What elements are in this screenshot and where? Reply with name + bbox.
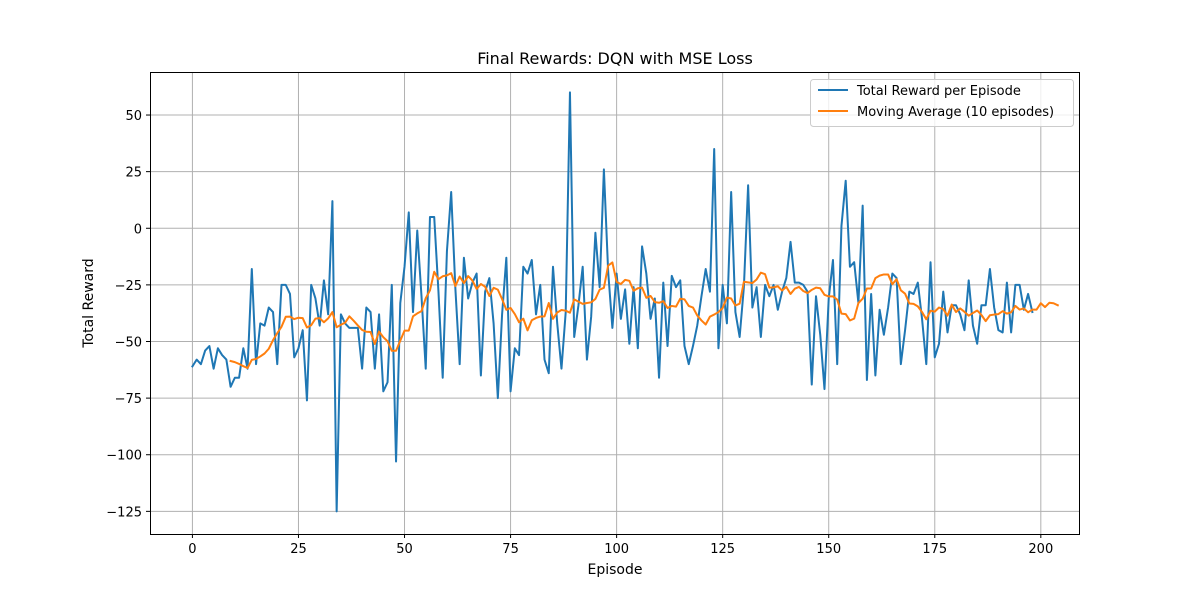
y-tick-label: −50 — [115, 336, 142, 351]
x-tick-label: 125 — [710, 542, 735, 557]
series-line-moving-average — [229, 261, 1060, 369]
legend-label-moving-average: Moving Average (10 episodes) — [857, 105, 1054, 120]
plot-frame — [150, 72, 1080, 535]
x-tick-label: 0 — [188, 542, 196, 557]
chart-title: Final Rewards: DQN with MSE Loss — [477, 49, 753, 68]
y-tick-label: −25 — [115, 279, 142, 294]
x-tick-label: 50 — [396, 542, 413, 557]
x-tick-label: 200 — [1028, 542, 1053, 557]
legend: Total Reward per Episode Moving Average … — [810, 79, 1074, 127]
y-tick-label: 25 — [125, 166, 142, 181]
x-tick-label: 175 — [922, 542, 947, 557]
x-tick-label: 100 — [604, 542, 629, 557]
series-line-total-reward — [191, 91, 1034, 513]
x-tick-label: 150 — [816, 542, 841, 557]
axis-ticks: 0 25 50 75 100 125 150 175 200 −125 −100 −75 −50 −25 0… — [106, 109, 1053, 557]
legend-label-total-reward: Total Reward per Episode — [856, 84, 1021, 99]
series-lines — [191, 91, 1060, 513]
y-tick-label: −100 — [106, 449, 142, 464]
x-tick-label: 25 — [290, 542, 307, 557]
y-tick-label: 0 — [134, 222, 142, 237]
legend-box — [810, 79, 1074, 127]
y-tick-label: 50 — [125, 109, 142, 124]
grid-lines — [150, 72, 1079, 534]
y-axis-label: Total Reward — [81, 258, 97, 348]
y-tick-label: −125 — [106, 505, 142, 520]
x-axis-label: Episode — [588, 562, 643, 578]
y-tick-label: −75 — [115, 392, 142, 407]
x-tick-label: 75 — [502, 542, 519, 557]
